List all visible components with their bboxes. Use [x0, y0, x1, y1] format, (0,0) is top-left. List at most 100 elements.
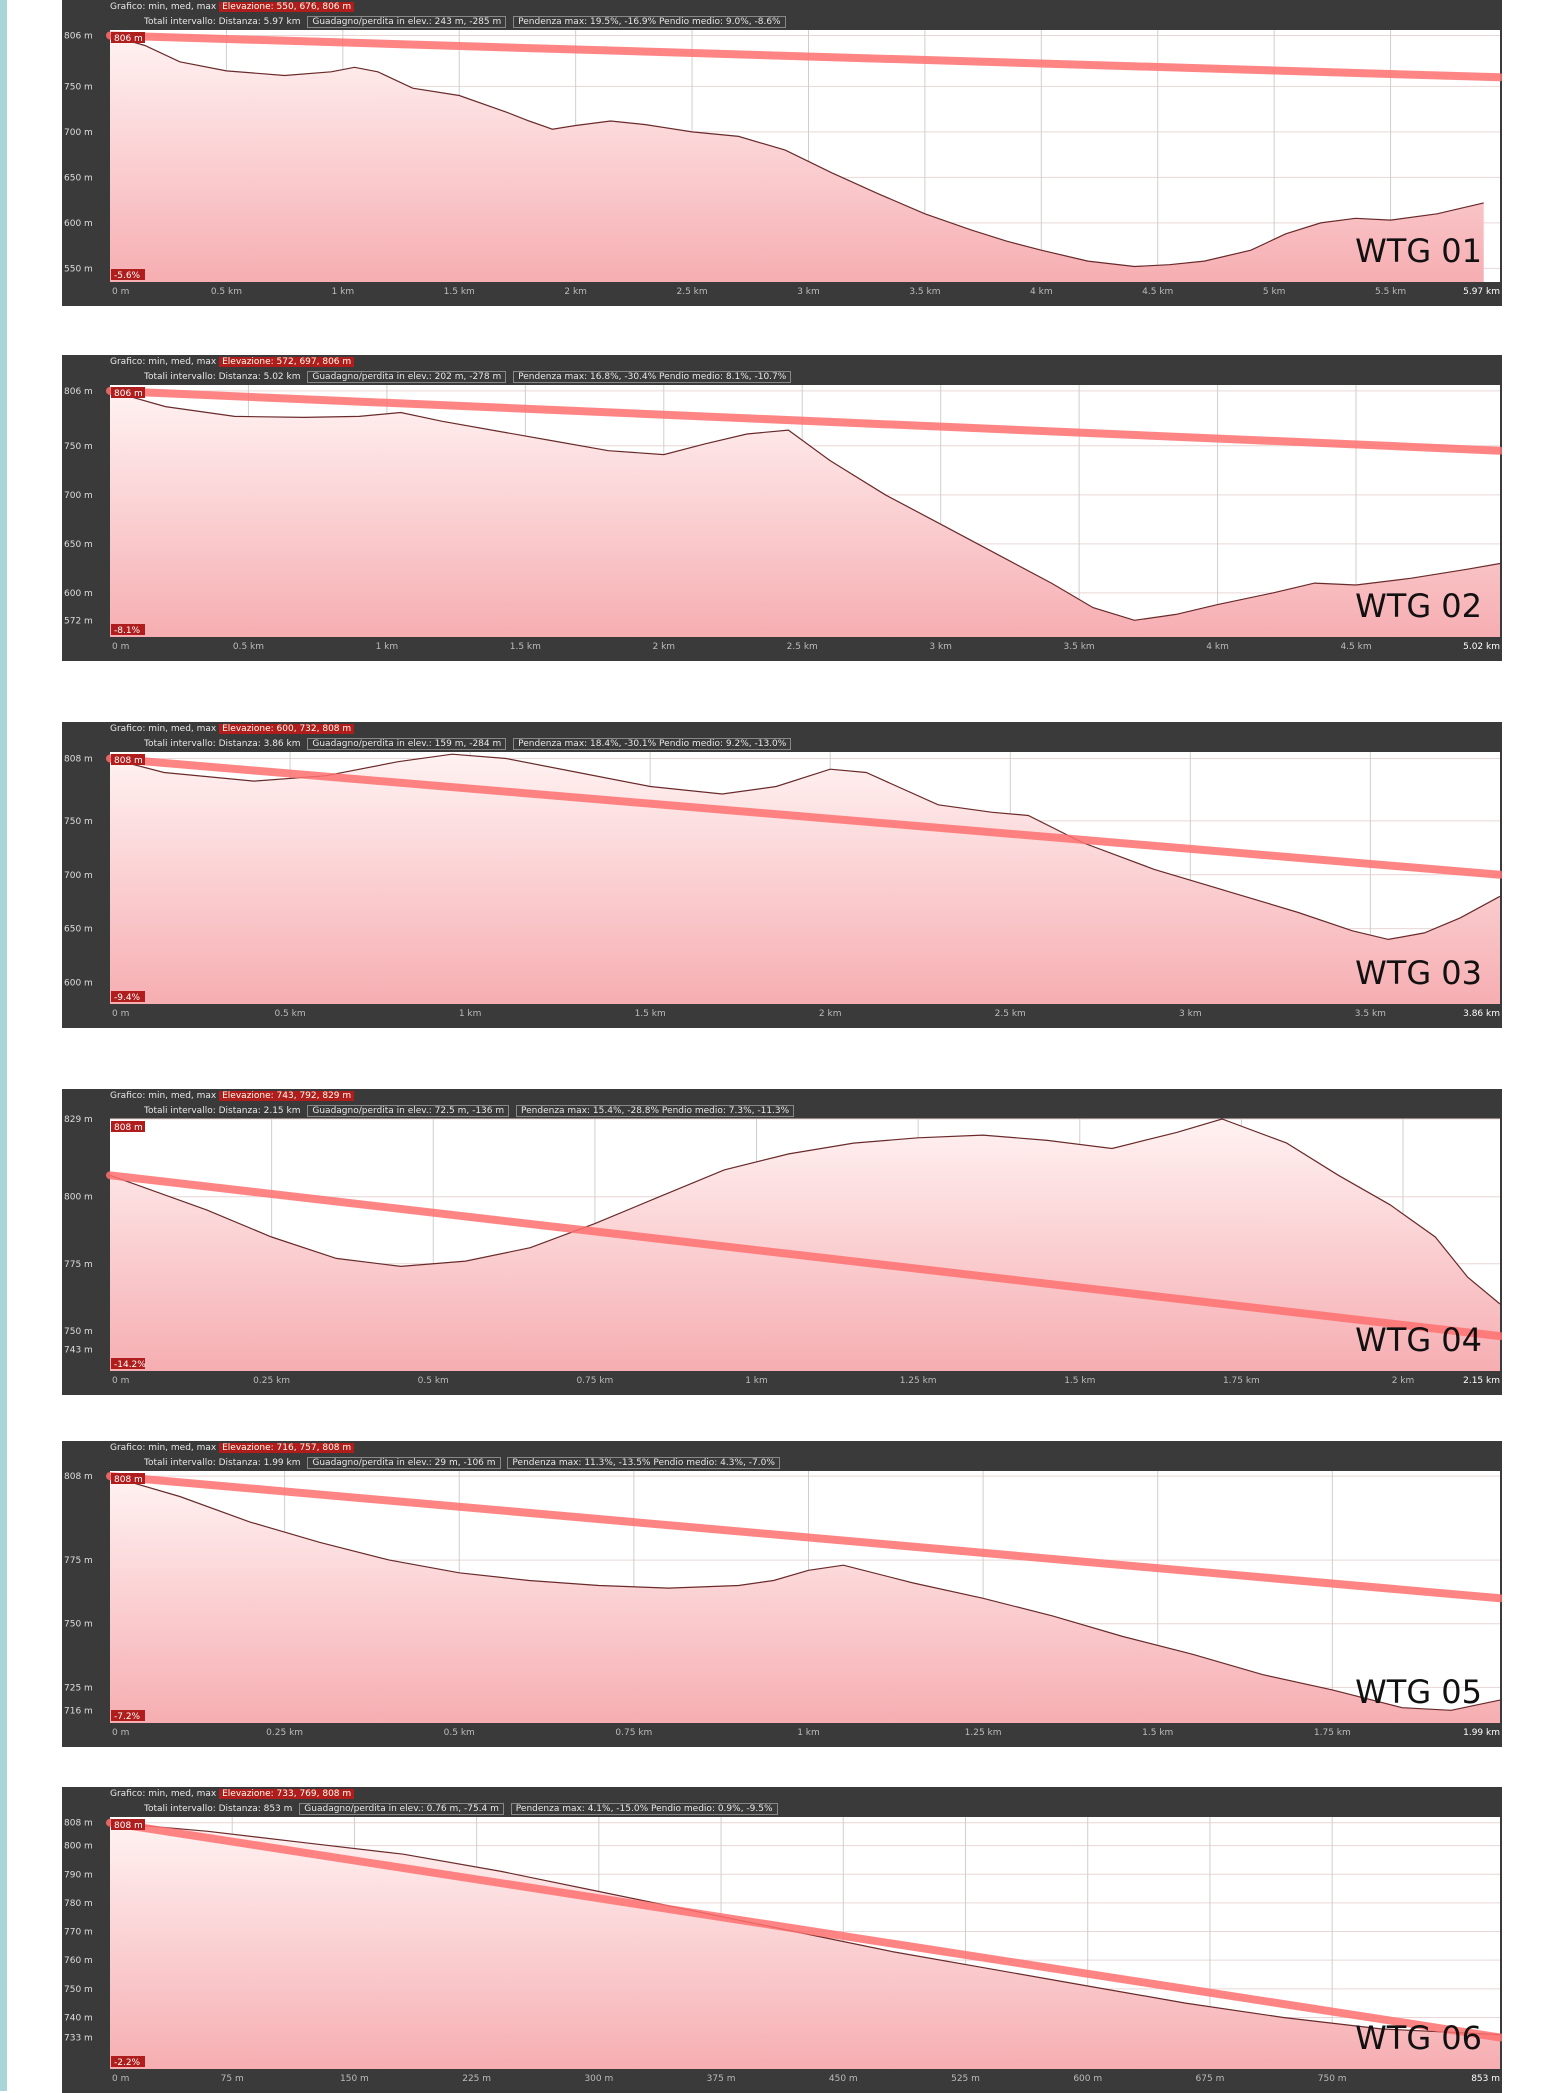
y-tick-label: 750 m — [64, 1620, 93, 1630]
trend-line — [106, 1472, 1502, 1603]
start-elevation-tag: 808 m — [114, 1821, 143, 1831]
elevation-tag: Elevazione: 743, 792, 829 m — [219, 1091, 355, 1101]
elevation-panel-wtg-03: Grafico: min, med, max Elevazione: 600, … — [62, 722, 1502, 1028]
elevation-area — [110, 35, 1484, 282]
gain-loss-text: Guadagno/perdita in elev.: 0.76 m, -75.4… — [299, 1803, 504, 1815]
x-tick-label: 1.99 km — [1463, 1728, 1500, 1738]
elevation-tag: Elevazione: 550, 676, 806 m — [219, 2, 355, 12]
x-tick-label: 525 m — [951, 2074, 980, 2084]
header-prefix: Grafico: min, med, max — [110, 1789, 217, 1799]
x-tick-label: 4.5 km — [1340, 642, 1371, 652]
y-tick-label: 725 m — [64, 1683, 93, 1693]
x-tick-label: 1.75 km — [1314, 1728, 1351, 1738]
slope-tag: -7.2% — [114, 1712, 141, 1722]
y-tick-label: 775 m — [64, 1556, 93, 1566]
y-tick-label: 760 m — [64, 1956, 93, 1966]
header-line-1: Grafico: min, med, max Elevazione: 600, … — [110, 722, 355, 736]
x-tick-label: 4.5 km — [1142, 287, 1173, 297]
slope-tag-bg — [111, 269, 145, 280]
y-tick-label: 600 m — [64, 978, 93, 988]
elevation-plot: 716 m 725 m 750 m 775 m 808 m 0 m 0.25 km 0.5 k… — [64, 1471, 1502, 1738]
elevation-tag: Elevazione: 600, 732, 808 m — [219, 724, 355, 734]
header-line-1: Grafico: min, med, max Elevazione: 743, … — [110, 1089, 355, 1103]
elevation-line — [109, 753, 1501, 941]
y-tick-label: 733 m — [64, 2034, 93, 2044]
trend-line — [106, 386, 1502, 455]
start-elevation-tag: 808 m — [114, 1475, 143, 1485]
x-tick-label: 4 km — [1030, 287, 1053, 297]
start-elevation-tag-bg — [111, 1819, 145, 1830]
y-tick-label: 740 m — [64, 2013, 93, 2023]
header-prefix: Grafico: min, med, max — [110, 1091, 217, 1101]
slope-tag: -9.4% — [114, 993, 141, 1003]
slope-tag-bg — [111, 2056, 145, 2067]
elevation-line — [109, 1118, 1501, 1305]
elevation-tag: Elevazione: 572, 697, 806 m — [219, 357, 355, 367]
trend-line — [106, 1171, 1502, 1341]
slope-tag: -2.2% — [114, 2058, 141, 2068]
gain-loss-text: Guadagno/perdita in elev.: 243 m, -285 m — [307, 16, 507, 28]
y-tick-label: 750 m — [64, 442, 93, 452]
gain-loss-text: Guadagno/perdita in elev.: 72.5 m, -136 … — [307, 1105, 510, 1117]
y-tick-label: 808 m — [64, 1819, 93, 1829]
y-tick-label: 600 m — [64, 589, 93, 599]
x-tick-label: 225 m — [462, 2074, 491, 2084]
slope-tag-bg — [111, 1358, 145, 1369]
totals-prefix: Totali intervallo: — [144, 1458, 216, 1468]
totals-prefix: Totali intervallo: — [144, 372, 216, 382]
slope-tag-bg — [111, 1710, 145, 1721]
x-tick-label: 1 km — [745, 1376, 768, 1386]
turbine-label: WTG 01 — [1355, 232, 1482, 270]
x-tick-label: 853 m — [1471, 2074, 1500, 2084]
header-prefix: Grafico: min, med, max — [110, 1443, 217, 1453]
header-line-2: Totali intervallo: Distanza: 5.97 km Gua… — [144, 15, 786, 29]
slope-text: Pendenza max: 16.8%, -30.4% Pendio medio… — [513, 371, 792, 383]
y-tick-label: 743 m — [64, 1346, 93, 1356]
y-tick-label: 750 m — [64, 1327, 93, 1337]
x-tick-label: 2.5 km — [995, 1009, 1026, 1019]
start-elevation-tag-bg — [111, 1121, 145, 1132]
totals-prefix: Totali intervallo: — [144, 739, 216, 749]
y-tick-label: 808 m — [64, 754, 93, 764]
x-tick-label: 5.02 km — [1463, 642, 1500, 652]
turbine-label: WTG 02 — [1355, 587, 1482, 625]
x-tick-label: 2 km — [564, 287, 587, 297]
x-tick-label: 0.75 km — [576, 1376, 613, 1386]
turbine-label: WTG 03 — [1355, 954, 1482, 992]
x-tick-label: 2.5 km — [787, 642, 818, 652]
start-elevation-tag: 808 m — [114, 1123, 143, 1133]
left-edge-strip — [0, 0, 7, 2091]
distance-text: Distanza: 5.02 km — [218, 372, 301, 382]
elevation-area — [110, 1476, 1500, 1723]
x-tick-label: 375 m — [707, 2074, 736, 2084]
trend-line — [106, 754, 1502, 879]
y-tick-label: 806 m — [64, 31, 93, 41]
turbine-label: WTG 04 — [1355, 1321, 1482, 1359]
header-line-2: Totali intervallo: Distanza: 1.99 km Gua… — [144, 1456, 780, 1470]
x-tick-label: 1.75 km — [1223, 1376, 1260, 1386]
header-line-2: Totali intervallo: Distanza: 5.02 km Gua… — [144, 370, 792, 384]
slope-tag: -5.6% — [114, 271, 141, 281]
x-tick-label: 4 km — [1206, 642, 1229, 652]
start-elevation-tag: 808 m — [114, 756, 143, 766]
x-tick-label: 750 m — [1318, 2074, 1347, 2084]
x-tick-label: 0.5 km — [418, 1376, 449, 1386]
x-tick-label: 1.25 km — [965, 1728, 1002, 1738]
x-tick-label: 3.5 km — [909, 287, 940, 297]
x-tick-label: 600 m — [1073, 2074, 1102, 2084]
header-line-2: Totali intervallo: Distanza: 3.86 km Gua… — [144, 737, 792, 751]
totals-prefix: Totali intervallo: — [144, 1106, 216, 1116]
header-line-1: Grafico: min, med, max Elevazione: 550, … — [110, 0, 355, 14]
y-tick-label: 829 m — [64, 1115, 93, 1125]
x-tick-label: 5.5 km — [1375, 287, 1406, 297]
distance-text: Distanza: 2.15 km — [218, 1106, 301, 1116]
header-prefix: Grafico: min, med, max — [110, 2, 217, 12]
slope-text: Pendenza max: 18.4%, -30.1% Pendio medio… — [513, 738, 792, 750]
x-tick-label: 3 km — [797, 287, 820, 297]
y-tick-label: 700 m — [64, 128, 93, 138]
y-tick-label: 600 m — [64, 219, 93, 229]
header-line-2: Totali intervallo: Distanza: 853 m Guada… — [144, 1802, 778, 1816]
header-prefix: Grafico: min, med, max — [110, 357, 217, 367]
header-line-1: Grafico: min, med, max Elevazione: 716, … — [110, 1441, 355, 1455]
y-tick-label: 800 m — [64, 1842, 93, 1852]
